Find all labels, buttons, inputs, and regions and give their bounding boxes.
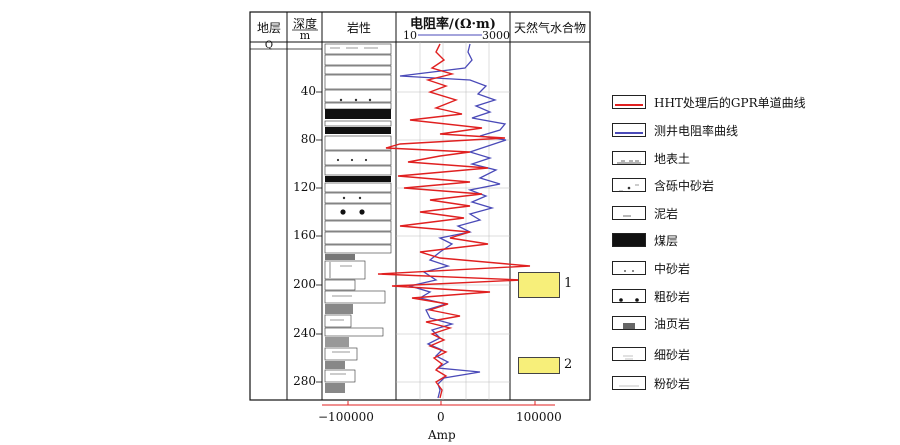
- legend-item: 细砂岩: [612, 345, 690, 363]
- depth-tick: 200: [293, 277, 316, 291]
- pebbly-sandstone-swatch: [612, 178, 646, 192]
- legend-item: 含砾中砂岩: [612, 176, 714, 194]
- legend-item: 地表土: [612, 149, 690, 167]
- legend-item: 粗砂岩: [612, 287, 690, 305]
- depth-tick: 120: [293, 180, 316, 194]
- red-line-swatch: [612, 95, 646, 109]
- hydrate-zone-2: [518, 357, 560, 374]
- blue-line-swatch: [612, 123, 646, 137]
- legend-item: 油页岩: [612, 314, 690, 332]
- depth-tick: 40: [300, 84, 316, 98]
- depth-tick: 280: [293, 374, 316, 388]
- depth-tick: 80: [300, 132, 316, 146]
- legend-item: 泥岩: [612, 204, 678, 222]
- amp-tick-zero: 0: [437, 410, 445, 424]
- hydrate-header: 天然气水合物: [513, 21, 586, 35]
- depth-header: 深度: [292, 17, 317, 31]
- hydrate-zone-1-label: 1: [564, 276, 573, 291]
- legend-item: 粉砂岩: [612, 374, 690, 392]
- depth-tick: 160: [293, 228, 316, 242]
- hydrate-zone-2-label: 2: [564, 357, 573, 372]
- oil-shale-swatch: [612, 316, 646, 330]
- resistivity-header: 电阻率/(Ω·m): [410, 17, 496, 32]
- medium-sandstone-swatch: [612, 261, 646, 275]
- gpr-hht-curve: [377, 43, 531, 399]
- resistivity-curve: [399, 43, 507, 399]
- lithology-column: [324, 43, 392, 393]
- stratum-q: Q: [264, 40, 274, 51]
- coarse-sandstone-swatch: [612, 289, 646, 303]
- coal-swatch: [612, 233, 646, 247]
- amp-axis: [322, 401, 555, 406]
- topsoil-swatch: [612, 151, 646, 165]
- fine-sandstone-swatch: [612, 347, 646, 361]
- legend-item: HHT处理后的GPR单道曲线: [612, 93, 806, 111]
- amp-axis-label: Amp: [428, 428, 456, 442]
- legend-item: 测井电阻率曲线: [612, 121, 738, 139]
- legend-item: 中砂岩: [612, 259, 690, 277]
- lithology-header: 岩性: [346, 21, 371, 35]
- mudstone-swatch: [612, 206, 646, 220]
- resistivity-max: 3000: [482, 29, 510, 42]
- hydrate-zone-1: [518, 272, 560, 298]
- resistivity-min: 10: [403, 29, 417, 42]
- depth-tick: 240: [293, 326, 316, 340]
- stratum-header: 地层: [256, 21, 281, 35]
- depth-unit: m: [299, 29, 311, 42]
- amp-tick-neg: −100000: [318, 410, 374, 424]
- siltstone-swatch: [612, 376, 646, 390]
- legend-item: 煤层: [612, 231, 678, 249]
- amp-tick-pos: 100000: [516, 410, 562, 424]
